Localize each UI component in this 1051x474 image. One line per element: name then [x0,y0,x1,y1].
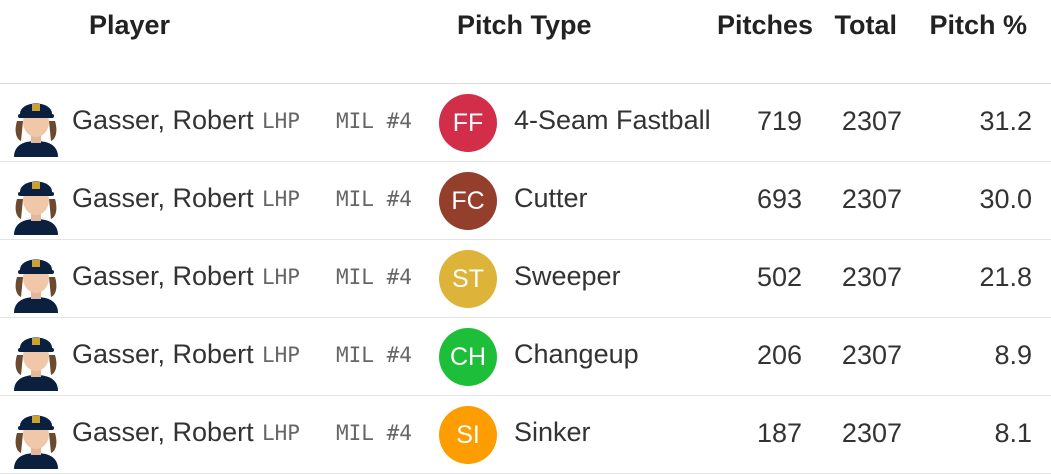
pitch-percentage: 31.2 [979,106,1032,136]
team-jersey-label: MIL #4 [336,187,412,211]
pitch-type-badge: FF [439,94,497,152]
player-name-link[interactable]: Gasser, Robert [72,105,254,135]
pitch-type-badge: SI [439,406,497,464]
pitch-percentage: 21.8 [979,262,1032,292]
pitch-type-badge: FC [439,172,497,230]
pitch-type-name: Changeup [514,339,639,369]
pitch-type-badge: CH [439,328,497,386]
column-header-pitch-type[interactable]: Pitch Type [457,10,592,40]
column-header-pitches[interactable]: Pitches [716,10,813,40]
table-row: Gasser, Robert LHP MIL #4 FF 4-Seam Fast… [0,84,1051,162]
pitch-percentage: 30.0 [979,184,1032,214]
pitch-percentage: 8.1 [994,418,1032,448]
table-row: Gasser, Robert LHP MIL #4 ST Sweeper 502… [0,240,1051,318]
pitches-count: 719 [756,106,802,136]
column-header-player[interactable]: Player [89,10,171,40]
total-count: 2307 [841,106,902,136]
player-name-link[interactable]: Gasser, Robert [72,183,254,213]
pitch-type-name: 4-Seam Fastball [514,105,711,135]
table-row: Gasser, Robert LHP MIL #4 SI Sinker 187 … [0,396,1051,474]
total-count: 2307 [841,340,902,370]
pitches-count: 693 [756,184,802,214]
table-row: Gasser, Robert LHP MIL #4 CH Changeup 20… [0,318,1051,396]
player-headshot-avatar [14,181,58,235]
player-headshot-avatar [14,337,58,391]
column-header-total[interactable]: Total [834,10,898,40]
team-jersey-label: MIL #4 [336,421,412,445]
throwing-hand-label: LHP [262,265,300,289]
player-headshot-avatar [14,259,58,313]
player-name-link[interactable]: Gasser, Robert [72,417,254,447]
pitch-type-name: Sweeper [514,261,621,291]
column-header-pitch-pct[interactable]: Pitch % [929,10,1027,40]
pitch-type-badge: ST [439,250,497,308]
throwing-hand-label: LHP [262,421,300,445]
pitch-type-name: Cutter [514,183,588,213]
player-headshot-avatar [14,415,58,469]
player-name-link[interactable]: Gasser, Robert [72,261,254,291]
team-jersey-label: MIL #4 [336,343,412,367]
team-jersey-label: MIL #4 [336,109,412,133]
throwing-hand-label: LHP [262,109,300,133]
player-headshot-avatar [14,103,58,157]
team-jersey-label: MIL #4 [336,265,412,289]
total-count: 2307 [841,262,902,292]
pitches-count: 206 [756,340,802,370]
table-row: Gasser, Robert LHP MIL #4 FC Cutter 693 … [0,162,1051,240]
pitches-count: 187 [756,418,802,448]
pitches-count: 502 [756,262,802,292]
total-count: 2307 [841,418,902,448]
pitch-type-name: Sinker [514,417,591,447]
table-header: Player Pitch Type Pitches Total Pitch % [0,0,1051,84]
throwing-hand-label: LHP [262,187,300,211]
throwing-hand-label: LHP [262,343,300,367]
total-count: 2307 [841,184,902,214]
player-name-link[interactable]: Gasser, Robert [72,339,254,369]
pitch-percentage: 8.9 [994,340,1032,370]
